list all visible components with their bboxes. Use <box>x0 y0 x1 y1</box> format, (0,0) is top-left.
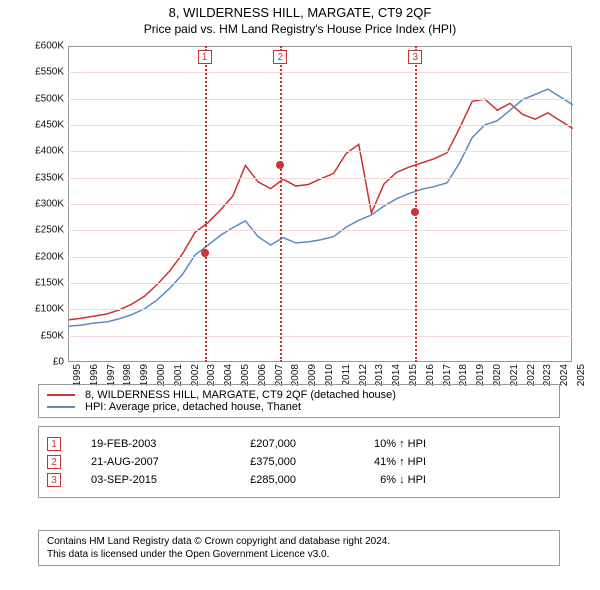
ytick-label: £100K <box>20 304 64 315</box>
xtick-label: 2012 <box>358 364 369 386</box>
disclaimer-line-1: Contains HM Land Registry data © Crown c… <box>47 535 551 548</box>
legend-row: HPI: Average price, detached house, Than… <box>47 401 551 413</box>
event-number: 3 <box>47 473 61 487</box>
xtick-label: 2014 <box>391 364 402 386</box>
legend-row: 8, WILDERNESS HILL, MARGATE, CT9 2QF (de… <box>47 389 551 401</box>
xtick-label: 2025 <box>576 364 587 386</box>
gridline <box>68 230 572 231</box>
gridline <box>68 125 572 126</box>
xtick-label: 2017 <box>442 364 453 386</box>
event-date: 19-FEB-2003 <box>91 438 186 450</box>
gridline <box>68 336 572 337</box>
xtick-label: 1997 <box>106 364 117 386</box>
gridline <box>68 204 572 205</box>
event-date: 03-SEP-2015 <box>91 474 186 486</box>
title-line-1: 8, WILDERNESS HILL, MARGATE, CT9 2QF <box>0 5 600 20</box>
event-price: £375,000 <box>216 456 296 468</box>
ytick-label: £50K <box>20 330 64 341</box>
event-row: 3 03-SEP-2015 £285,000 6% ↓ HPI <box>47 473 551 487</box>
marker-vline <box>205 46 207 362</box>
xtick-label: 2019 <box>475 364 486 386</box>
gridline <box>68 257 572 258</box>
xtick-label: 1999 <box>139 364 150 386</box>
ytick-label: £350K <box>20 172 64 183</box>
xtick-label: 2003 <box>206 364 217 386</box>
xtick-label: 2021 <box>509 364 520 386</box>
xtick-label: 2005 <box>240 364 251 386</box>
event-row: 1 19-FEB-2003 £207,000 10% ↑ HPI <box>47 437 551 451</box>
ytick-label: £400K <box>20 146 64 157</box>
legend-label: 8, WILDERNESS HILL, MARGATE, CT9 2QF (de… <box>85 389 396 401</box>
ytick-label: £0 <box>20 357 64 368</box>
disclaimer-line-2: This data is licensed under the Open Gov… <box>47 548 551 561</box>
marker-dot <box>411 208 419 216</box>
event-number: 2 <box>47 455 61 469</box>
event-number: 1 <box>47 437 61 451</box>
ytick-label: £600K <box>20 41 64 52</box>
xtick-label: 2020 <box>492 364 503 386</box>
gridline <box>68 283 572 284</box>
ytick-label: £250K <box>20 225 64 236</box>
xtick-label: 2004 <box>223 364 234 386</box>
xtick-label: 2013 <box>374 364 385 386</box>
xtick-label: 1998 <box>122 364 133 386</box>
legend-label: HPI: Average price, detached house, Than… <box>85 401 301 413</box>
ytick-label: £500K <box>20 93 64 104</box>
xtick-label: 2008 <box>290 364 301 386</box>
ytick-label: £200K <box>20 251 64 262</box>
title-line-2: Price paid vs. HM Land Registry's House … <box>0 22 600 36</box>
xtick-label: 2000 <box>156 364 167 386</box>
xtick-label: 2015 <box>408 364 419 386</box>
marker-number: 1 <box>198 50 212 64</box>
legend-swatch <box>47 394 75 396</box>
marker-vline <box>280 46 282 362</box>
event-price: £207,000 <box>216 438 296 450</box>
xtick-label: 2010 <box>324 364 335 386</box>
marker-vline <box>415 46 417 362</box>
xtick-label: 2006 <box>257 364 268 386</box>
ytick-label: £300K <box>20 199 64 210</box>
event-price: £285,000 <box>216 474 296 486</box>
gridline <box>68 178 572 179</box>
title-block: 8, WILDERNESS HILL, MARGATE, CT9 2QF Pri… <box>0 0 600 36</box>
event-delta: 41% ↑ HPI <box>326 456 426 468</box>
xtick-label: 1996 <box>89 364 100 386</box>
xtick-label: 2002 <box>190 364 201 386</box>
gridline <box>68 151 572 152</box>
xtick-label: 2018 <box>458 364 469 386</box>
marker-dot <box>276 161 284 169</box>
marker-number: 2 <box>273 50 287 64</box>
events-table: 1 19-FEB-2003 £207,000 10% ↑ HPI 2 21-AUG-200… <box>38 426 560 498</box>
marker-dot <box>201 249 209 257</box>
xtick-label: 2024 <box>559 364 570 386</box>
xtick-label: 2022 <box>526 364 537 386</box>
xtick-label: 2016 <box>425 364 436 386</box>
ytick-label: £550K <box>20 67 64 78</box>
marker-number: 3 <box>408 50 422 64</box>
disclaimer: Contains HM Land Registry data © Crown c… <box>38 530 560 566</box>
xtick-label: 2001 <box>173 364 184 386</box>
xtick-label: 1995 <box>72 364 83 386</box>
gridline <box>68 72 572 73</box>
xtick-label: 2011 <box>341 364 352 386</box>
event-date: 21-AUG-2007 <box>91 456 186 468</box>
xtick-label: 2009 <box>307 364 318 386</box>
xtick-label: 2007 <box>274 364 285 386</box>
chart-area: £0 £50K £100K £150K £200K £250K £300K £350K £400… <box>20 42 580 412</box>
ytick-label: £450K <box>20 120 64 131</box>
legend-swatch <box>47 406 75 408</box>
series-svg <box>69 47 573 363</box>
ytick-label: £150K <box>20 278 64 289</box>
event-delta: 6% ↓ HPI <box>326 474 426 486</box>
event-delta: 10% ↑ HPI <box>326 438 426 450</box>
gridline <box>68 309 572 310</box>
xtick-label: 2023 <box>542 364 553 386</box>
event-row: 2 21-AUG-2007 £375,000 41% ↑ HPI <box>47 455 551 469</box>
series-property_price <box>69 99 573 320</box>
gridline <box>68 99 572 100</box>
legend: 8, WILDERNESS HILL, MARGATE, CT9 2QF (de… <box>38 384 560 418</box>
